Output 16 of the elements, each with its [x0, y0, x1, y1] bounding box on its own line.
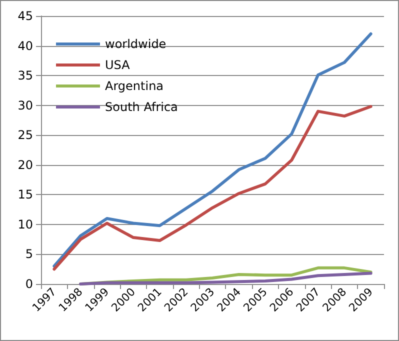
- y-tick-label: 20: [18, 158, 33, 172]
- y-tick-label: 0: [25, 277, 33, 291]
- y-tick-label: 40: [18, 38, 33, 53]
- y-tick-label: 45: [18, 9, 33, 23]
- y-tick-label: 25: [18, 128, 33, 142]
- line-series: [79, 272, 372, 286]
- y-tick-label: 15: [18, 188, 33, 202]
- legend-label: USA: [105, 58, 131, 72]
- y-tick-label: 10: [18, 217, 33, 232]
- legend-label: South Africa: [105, 100, 178, 114]
- y-tick-label: 35: [18, 68, 33, 83]
- legend-label: worldwide: [105, 37, 166, 51]
- line-series: [52, 32, 372, 268]
- y-tick-label: 30: [18, 98, 33, 112]
- legend-label: Argentina: [105, 79, 164, 93]
- y-tick-label: 5: [25, 247, 33, 262]
